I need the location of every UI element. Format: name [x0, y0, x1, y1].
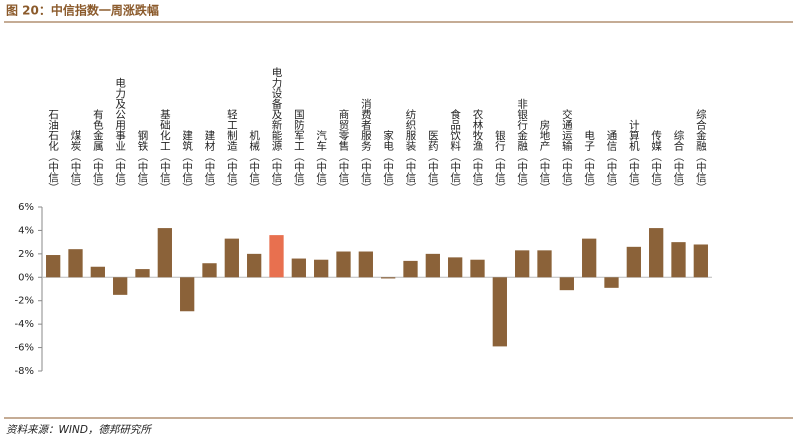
- x-tick-label: 银行（中信）: [494, 129, 506, 193]
- x-tick-label: 电力及公用事业（中信）: [114, 77, 126, 193]
- x-tick-label: 建材（中信）: [204, 129, 216, 193]
- x-tick-label: 农林牧渔（中信）: [472, 108, 484, 193]
- bar: [604, 277, 619, 288]
- x-tick-label: 家电（中信）: [382, 129, 394, 193]
- y-tick-label: -2%: [15, 296, 34, 307]
- x-tick-label: 电子（中信）: [583, 129, 595, 193]
- x-tick-label: 有色金属（中信）: [92, 108, 104, 193]
- bar: [515, 250, 530, 278]
- x-tick-label: 石油石化（中信）: [47, 109, 59, 193]
- bar: [403, 260, 418, 278]
- x-tick-label: 非银行金融（中信）: [516, 99, 528, 194]
- source-note: 资料来源：WIND，德邦研究所: [6, 424, 152, 436]
- bar: [693, 244, 708, 278]
- bar: [269, 235, 284, 278]
- x-tick-label: 交通运输（中信）: [561, 108, 573, 193]
- bar: [46, 255, 61, 278]
- x-tick-label: 消费者服务（中信）: [360, 98, 372, 193]
- bar: [649, 228, 664, 278]
- x-tick-label: 建筑（中信）: [181, 129, 193, 193]
- bar: [626, 246, 641, 278]
- x-tick-label: 传媒（中信）: [650, 130, 662, 193]
- bar: [180, 277, 195, 312]
- y-tick-label: -4%: [15, 319, 34, 330]
- bar: [135, 269, 150, 278]
- x-tick-label: 食品饮料（中信）: [449, 108, 461, 193]
- bar: [157, 228, 172, 278]
- x-tick-label: 煤炭（中信）: [70, 129, 82, 193]
- x-tick-label: 房地产（中信）: [539, 119, 551, 193]
- bar: [358, 251, 373, 278]
- bar: [224, 238, 239, 278]
- x-tick-label: 计算机（中信）: [628, 119, 640, 193]
- bar: [448, 257, 463, 278]
- y-tick-label: 0%: [18, 272, 34, 283]
- y-tick-label: -8%: [15, 366, 34, 377]
- bar: [492, 277, 507, 347]
- bar: [90, 266, 105, 278]
- x-tick-label: 基础化工（中信）: [159, 108, 171, 193]
- x-tick-label: 综合金融（中信）: [695, 108, 707, 193]
- x-tick-label: 国防军工（中信）: [293, 109, 305, 193]
- chart-title: 图 20：中信指数一周涨跌幅: [6, 3, 159, 18]
- bar: [537, 250, 552, 278]
- bar: [336, 251, 351, 278]
- x-tick-label: 轻工制造（中信）: [226, 108, 238, 193]
- bar: [68, 249, 83, 278]
- x-tick-label: 电力设备及新能源（中信）: [271, 66, 283, 193]
- x-tick-label: 纺织服装（中信）: [405, 108, 417, 193]
- bar: [247, 253, 262, 278]
- x-tick-label: 医药（中信）: [427, 130, 439, 193]
- y-tick-label: 4%: [18, 225, 34, 236]
- x-tick-label: 通信（中信）: [606, 130, 618, 193]
- bar: [425, 253, 440, 278]
- bar: [582, 238, 597, 278]
- bar: [559, 277, 574, 291]
- x-tick-label: 钢铁（中信）: [137, 129, 149, 193]
- x-tick-label: 汽车（中信）: [315, 129, 327, 193]
- bar: [381, 277, 396, 279]
- bar: [291, 258, 306, 278]
- bar: [314, 259, 329, 278]
- bar: [671, 242, 686, 278]
- bar: [470, 259, 485, 278]
- x-tick-label: 机械（中信）: [248, 129, 260, 193]
- x-tick-label: 商贸零售（中信）: [338, 108, 350, 193]
- bar: [202, 263, 217, 278]
- x-tick-label: 综合（中信）: [673, 129, 685, 193]
- bar: [113, 277, 128, 295]
- y-tick-label: 2%: [18, 249, 34, 260]
- y-tick-label: 6%: [18, 202, 34, 213]
- y-tick-label: -6%: [15, 343, 34, 354]
